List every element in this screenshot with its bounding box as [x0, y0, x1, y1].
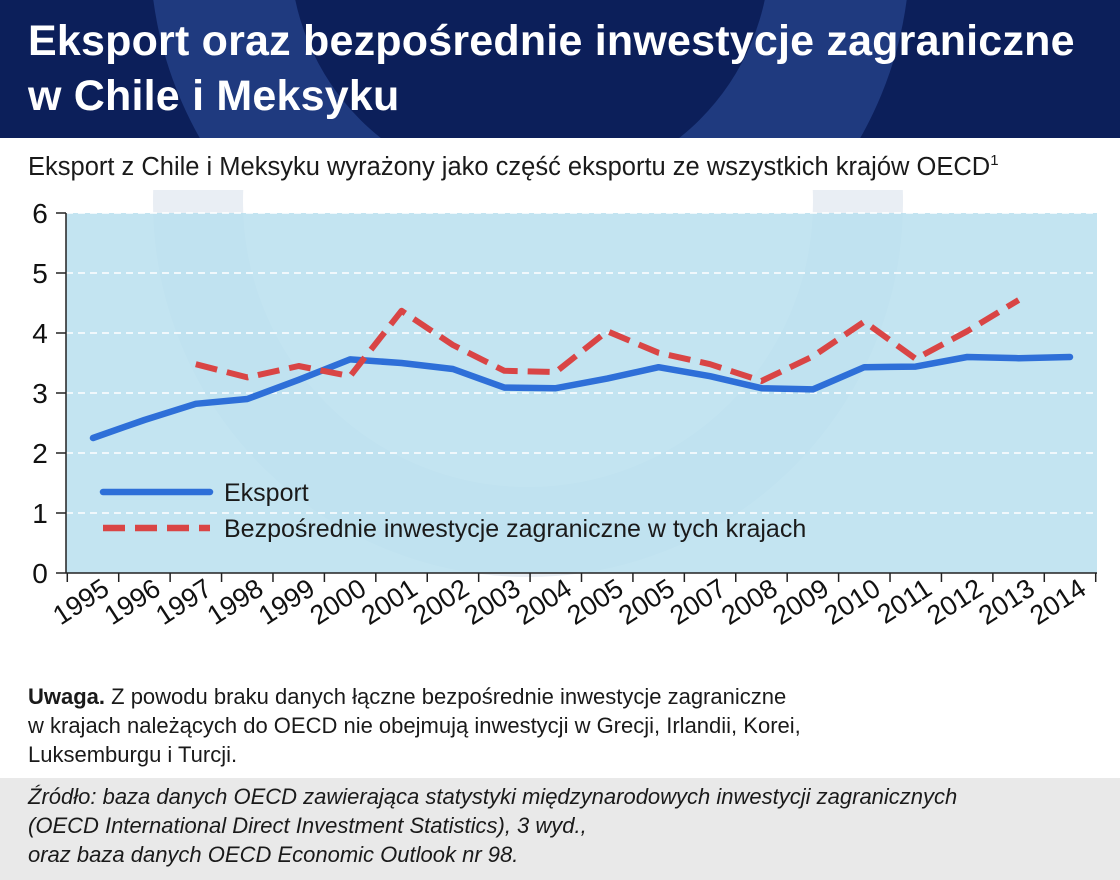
- note-line-2: w krajach należących do OECD nie obejmuj…: [28, 713, 801, 738]
- legend-label: Bezpośrednie inwestycje zagraniczne w ty…: [224, 515, 806, 543]
- y-tick-label: 5: [32, 258, 48, 289]
- page-title-line-2: w Chile i Meksyku: [28, 72, 400, 120]
- page-title-line-1: Eksport oraz bezpośrednie inwestycje zag…: [28, 17, 1075, 65]
- source-line-1: Źródło: baza danych OECD zawierająca sta…: [28, 784, 958, 809]
- y-tick-label: 2: [32, 438, 48, 469]
- gridlines: [66, 212, 1097, 514]
- header-banner: Eksport oraz bezpośrednie inwestycje zag…: [0, 0, 1120, 138]
- source-line-2: (OECD International Direct Investment St…: [28, 813, 587, 838]
- series-lines: [89, 297, 1074, 442]
- source-background: [0, 778, 1120, 880]
- y-tick-label: 3: [32, 378, 48, 409]
- y-tick-label: 6: [32, 198, 48, 229]
- page-title: Eksport oraz bezpośrednie inwestycje zag…: [28, 14, 1108, 124]
- y-tick-label: 1: [32, 498, 48, 529]
- source-line-3: oraz baza danych OECD Economic Outlook n…: [28, 842, 519, 867]
- note-block: Uwaga. Z powodu braku danych łączne bezp…: [28, 682, 801, 769]
- legend: Eksport Bezpośrednie inwestycje zagranicz…: [99, 479, 806, 543]
- footnote-mark: 1: [990, 152, 999, 169]
- chart-subtitle-text: Eksport z Chile i Meksyku wyrażony jako …: [28, 153, 991, 181]
- legend-label: Eksport: [224, 479, 309, 507]
- x-axis-ticks: 1995199619971998199920002001200220032004…: [48, 573, 1097, 631]
- chart-subtitle: Eksport z Chile i Meksyku wyrażony jako …: [28, 152, 999, 182]
- series-line-inwestycje: [195, 297, 1021, 384]
- y-axis-ticks: 0 1 2 3 4 5 6: [32, 198, 66, 589]
- note-line-1: Uwaga. Z powodu braku danych łączne bezp…: [28, 682, 801, 711]
- note-text-1: Z powodu braku danych łączne bezpośredni…: [105, 684, 787, 709]
- decorative-ring-inner: [290, 0, 770, 138]
- note-line-3: Luksemburgu i Turcji.: [28, 742, 238, 767]
- series-line-eksport: [89, 353, 1074, 442]
- source-block: Źródło: baza danych OECD zawierająca sta…: [28, 782, 957, 869]
- y-tick-label: 0: [32, 558, 48, 589]
- line-chart: 0 1 2 3 4 5 6 19951996199719981999200020012002…: [32, 190, 1097, 631]
- note-label: Uwaga.: [28, 684, 106, 709]
- y-tick-label: 4: [32, 318, 48, 349]
- x-tick-label: 2014: [1025, 573, 1092, 631]
